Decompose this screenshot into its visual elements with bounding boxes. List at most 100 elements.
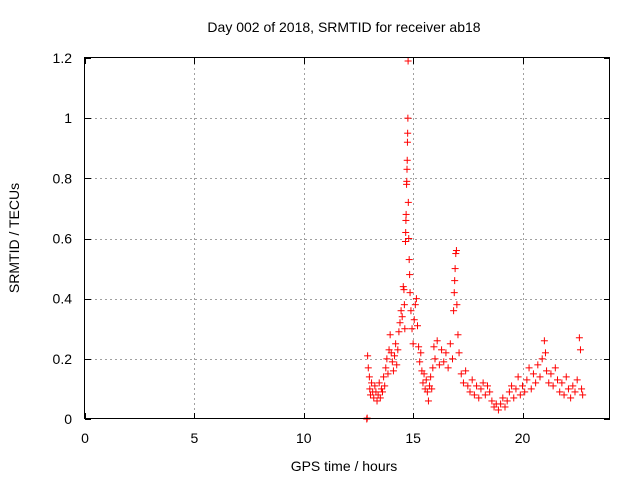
data-point	[468, 376, 476, 384]
data-point	[429, 364, 437, 372]
data-point	[541, 349, 549, 357]
data-point	[406, 271, 414, 279]
data-point	[386, 331, 394, 339]
data-point	[383, 355, 391, 363]
data-point	[384, 370, 392, 378]
data-point	[373, 397, 381, 405]
data-point	[407, 307, 415, 315]
data-point	[403, 138, 411, 146]
data-point	[440, 358, 448, 366]
data-point	[395, 328, 403, 336]
y-tick-label: 0.2	[53, 351, 73, 367]
data-point	[415, 343, 423, 351]
data-point	[484, 382, 491, 390]
data-point	[575, 334, 583, 342]
data-point	[451, 277, 459, 285]
data-point	[494, 406, 502, 414]
x-tick-label: 20	[515, 430, 531, 446]
data-point	[457, 370, 465, 378]
data-point	[450, 289, 458, 297]
axis-ticks: 0 5 10 15 20 0 0.2 0.4 0.6 0.8 1 1.2	[53, 50, 610, 446]
data-point	[560, 391, 568, 399]
x-tick-label: 10	[296, 430, 312, 446]
data-point	[399, 283, 407, 291]
data-point	[370, 394, 378, 402]
data-point	[519, 382, 526, 390]
data-point	[442, 349, 450, 357]
data-point	[540, 337, 548, 345]
data-point	[549, 382, 557, 390]
data-point	[381, 382, 389, 390]
data-point	[545, 379, 553, 387]
data-point	[449, 355, 456, 363]
data-point	[376, 394, 384, 402]
data-point	[512, 385, 520, 393]
data-point	[403, 156, 411, 164]
y-tick-label: 0.4	[53, 291, 73, 307]
data-point	[416, 358, 424, 366]
data-point	[422, 376, 430, 384]
data-point	[470, 391, 478, 399]
data-point	[534, 361, 542, 369]
data-point	[571, 388, 579, 396]
data-point	[562, 373, 570, 381]
data-point	[466, 388, 474, 396]
data-point	[375, 379, 383, 387]
data-point	[486, 388, 494, 396]
data-point	[497, 400, 505, 408]
data-point	[527, 385, 535, 393]
data-point	[521, 388, 529, 396]
data-point	[573, 376, 581, 384]
data-point	[479, 379, 487, 387]
data-point	[501, 403, 509, 411]
data-point	[444, 364, 452, 372]
data-point	[451, 265, 459, 273]
data-point	[405, 235, 413, 242]
grid-lines	[85, 58, 610, 419]
data-point	[462, 367, 470, 375]
data-point	[409, 340, 417, 348]
data-point	[364, 364, 372, 372]
data-point	[525, 364, 533, 372]
data-point	[453, 301, 461, 309]
plot-frame	[84, 57, 610, 419]
data-point	[371, 382, 379, 390]
data-point	[424, 397, 432, 405]
data-point	[406, 289, 414, 297]
data-point	[433, 337, 441, 345]
data-point	[554, 376, 561, 384]
data-point	[564, 385, 572, 393]
data-point	[578, 385, 586, 393]
data-point	[508, 382, 516, 390]
data-point	[400, 301, 408, 309]
y-axis-label: SRMTID / TECUs	[6, 183, 22, 293]
y-tick-label: 1	[64, 110, 72, 126]
data-point	[419, 379, 427, 387]
data-point	[455, 349, 463, 357]
data-point	[516, 391, 524, 399]
data-point	[404, 198, 412, 206]
data-point	[377, 385, 385, 393]
data-point	[403, 165, 411, 173]
data-point	[475, 394, 483, 402]
data-point	[551, 364, 559, 372]
data-point	[423, 388, 431, 396]
data-point	[431, 355, 439, 363]
data-point	[420, 370, 428, 378]
data-point	[532, 379, 540, 387]
data-point	[379, 388, 386, 396]
data-point	[380, 373, 388, 381]
x-axis-label: GPS time / hours	[291, 458, 398, 474]
data-point	[499, 394, 507, 402]
x-tick-label: 0	[81, 430, 89, 446]
data-point	[391, 352, 399, 360]
data-point	[510, 394, 518, 402]
data-point	[366, 385, 374, 393]
data-point	[430, 343, 438, 351]
data-point	[477, 385, 485, 393]
data-point	[569, 382, 577, 390]
data-point	[452, 247, 460, 255]
data-point	[411, 301, 419, 309]
data-point	[393, 361, 401, 369]
data-point	[396, 319, 404, 327]
